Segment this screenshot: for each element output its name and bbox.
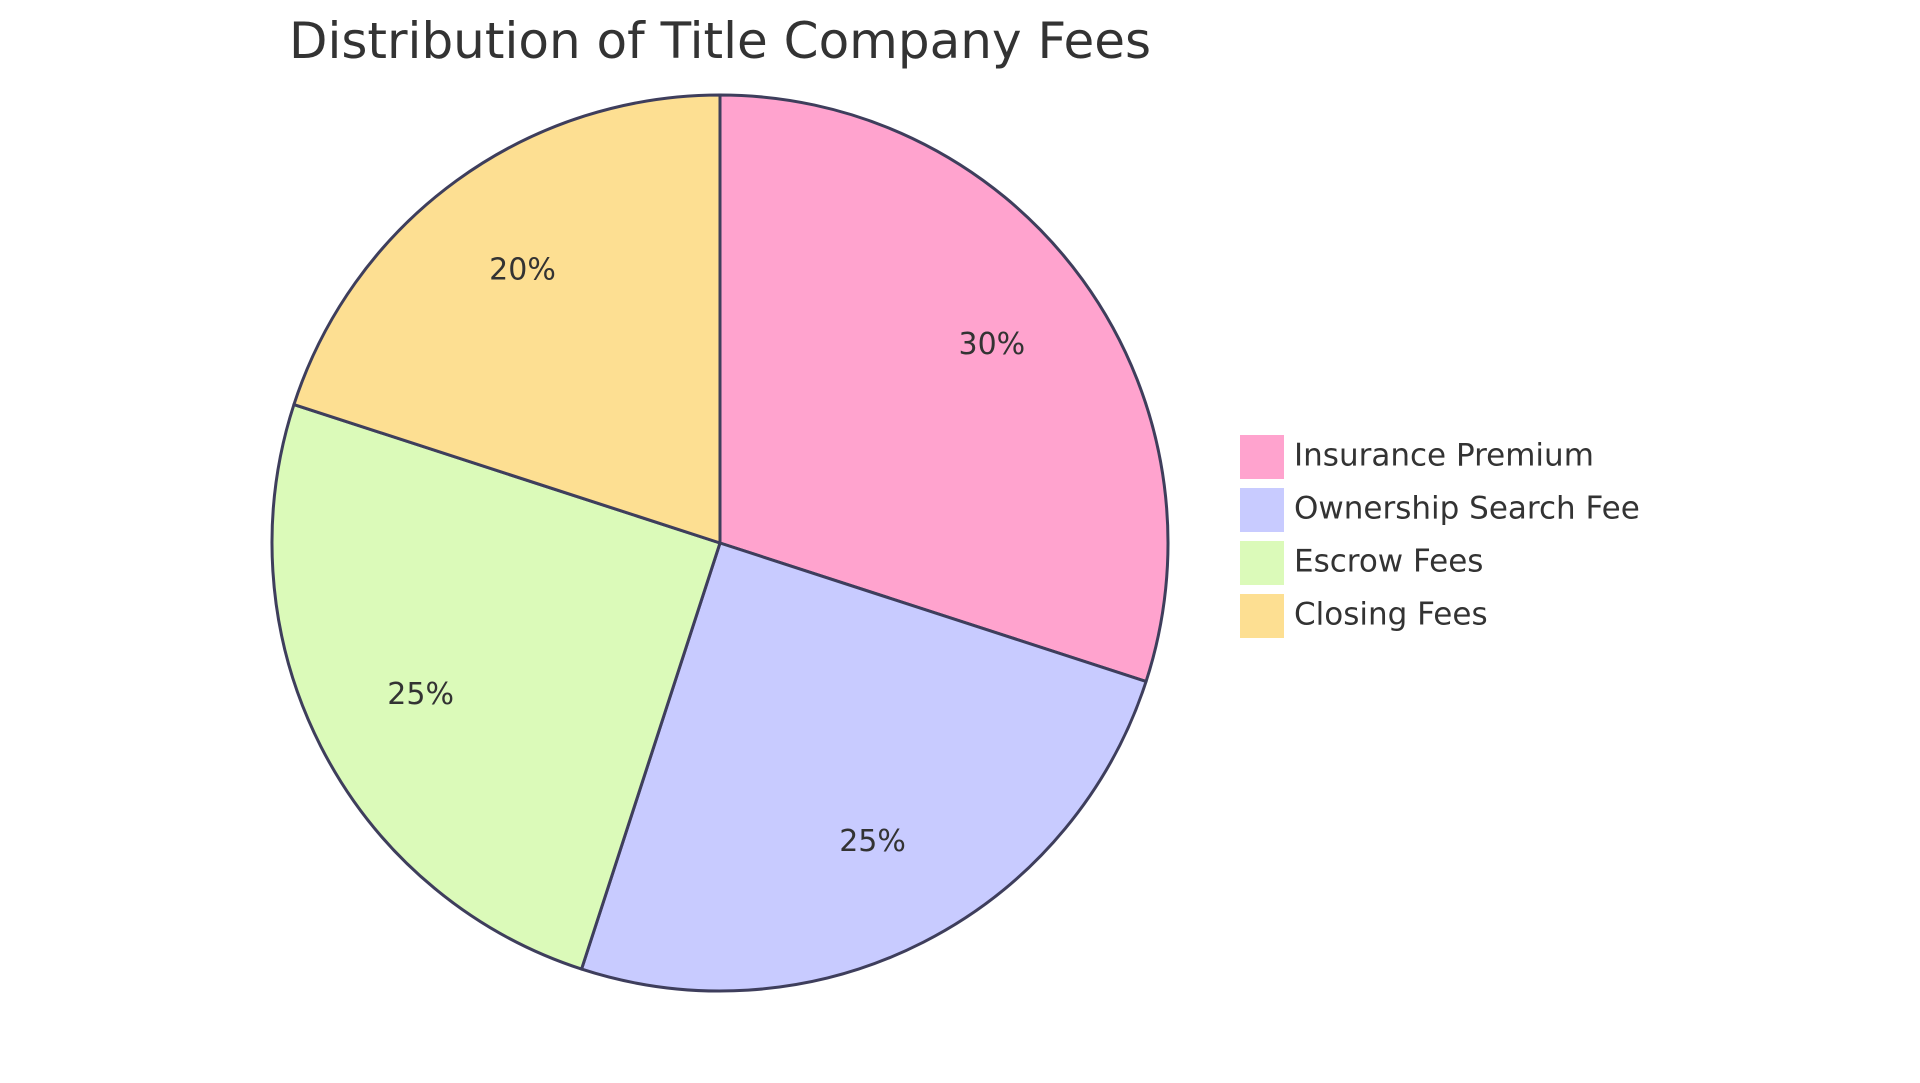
legend-label: Escrow Fees [1294, 544, 1483, 580]
legend-label: Insurance Premium [1294, 438, 1594, 474]
pie-slice-insurance-premium [718, 93, 1170, 683]
legend-label: Closing Fees [1294, 597, 1488, 633]
legend-swatch [1240, 435, 1284, 479]
pie-slices [270, 93, 1170, 993]
pie-slice-ownership-search-fee [580, 541, 1148, 993]
legend-swatch [1240, 594, 1284, 638]
pie-slice-label: 30% [958, 327, 1025, 362]
legend-swatch [1240, 541, 1284, 585]
pie-slice-label: 25% [839, 824, 906, 859]
pie-slice-label: 20% [489, 253, 556, 288]
pie-slice-escrow-fees [270, 403, 722, 971]
legend-swatch [1240, 488, 1284, 532]
chart-title: Distribution of Title Company Fees [289, 12, 1151, 70]
legend-label: Ownership Search Fee [1294, 491, 1640, 527]
legend: Insurance Premium Ownership Search Fee Esc… [1240, 435, 1640, 638]
pie-slice-labels: 30% 25% 25% 20% [387, 253, 1025, 859]
pie-slice-label: 25% [387, 677, 454, 712]
pie-slice-closing-fees [292, 93, 722, 545]
